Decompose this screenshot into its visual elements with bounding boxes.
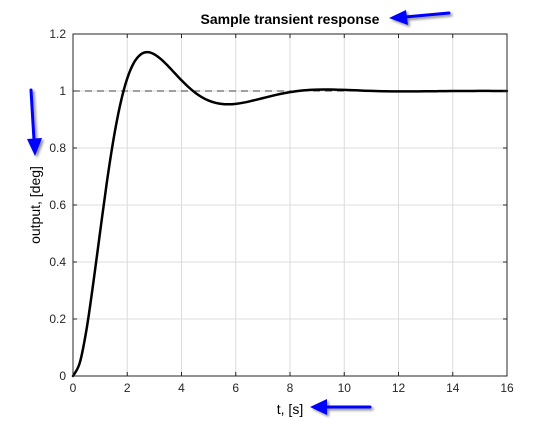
y-tick-label: 0.4 (49, 255, 66, 269)
x-tick-layer: 0 2 4 6 8 10 12 14 16 (70, 34, 514, 395)
x-axis-label: t, [s] (277, 401, 303, 417)
chart-title: Sample transient response (201, 11, 380, 27)
x-tick-label: 12 (392, 381, 406, 395)
y-tick-label: 0.8 (49, 141, 66, 155)
x-tick-label: 10 (338, 381, 352, 395)
y-tick-label: 0.2 (49, 312, 66, 326)
x-tick-label: 14 (446, 381, 460, 395)
x-tick-label: 6 (232, 381, 239, 395)
x-tick-label: 2 (124, 381, 131, 395)
x-tick-label: 8 (287, 381, 294, 395)
ylabel-arrow-icon (27, 88, 42, 156)
series-layer (71, 50, 509, 378)
y-tick-layer: 0 0.2 0.4 0.6 0.8 1 1.2 (49, 27, 507, 383)
y-axis-label: output, [deg] (27, 166, 43, 244)
x-tick-label: 16 (500, 381, 514, 395)
title-arrow-icon (389, 10, 451, 25)
y-tick-label: 1 (59, 84, 66, 98)
y-tick-label: 0.6 (49, 198, 66, 212)
xlabel-arrow-icon (310, 399, 372, 415)
x-tick-label: 4 (178, 381, 185, 395)
y-tick-label: 1.2 (49, 27, 66, 41)
x-tick-label: 0 (70, 381, 77, 395)
series-line (71, 50, 509, 378)
y-tick-label: 0 (59, 369, 66, 383)
